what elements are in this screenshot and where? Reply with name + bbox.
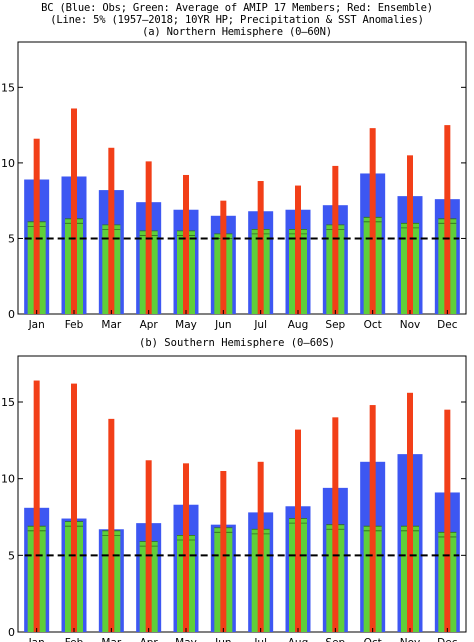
x-tick-label-b-Aug: Aug (288, 637, 309, 642)
ensemble-bar-a-Aug (295, 185, 301, 314)
figure-header-line1: BC (Blue: Obs; Green: Average of AMIP 17… (41, 2, 433, 14)
x-tick-label-b-Jul: Jul (253, 637, 267, 642)
x-tick-label-a-Apr: Apr (140, 319, 159, 331)
y-tick-label-a-10: 10 (1, 157, 15, 170)
ensemble-bar-b-Jun (220, 471, 227, 632)
ensemble-bar-b-Jul (257, 461, 264, 632)
x-tick-label-b-Oct: Oct (364, 637, 382, 642)
ensemble-bar-b-Aug (295, 429, 301, 632)
x-tick-label-a-Jan: Jan (28, 319, 45, 331)
ensemble-bar-a-Jan (33, 138, 40, 314)
y-tick-label-a-15: 15 (1, 81, 15, 94)
y-tick-label-b-10: 10 (1, 473, 15, 486)
x-tick-label-a-Mar: Mar (101, 319, 121, 331)
panel-b-title: (b) Southern Hemisphere (0–60S) (139, 337, 335, 349)
y-tick-label-b-15: 15 (1, 396, 15, 409)
ensemble-bar-a-Feb (71, 108, 77, 314)
x-tick-label-a-Jul: Jul (253, 319, 267, 331)
ensemble-bar-a-Jul (257, 181, 264, 314)
y-tick-label-b-5: 5 (8, 549, 15, 562)
ensemble-bar-b-May (183, 463, 189, 632)
x-tick-label-b-Dec: Dec (437, 637, 458, 642)
panel-a-title: (a) Northern Hemisphere (0–60N) (142, 26, 332, 38)
x-tick-label-b-Nov: Nov (400, 637, 421, 642)
x-tick-label-a-May: May (175, 319, 197, 331)
ensemble-bar-b-Mar (108, 418, 115, 632)
ensemble-bar-b-Dec (444, 409, 451, 632)
y-tick-label-b-0: 0 (8, 626, 15, 639)
x-tick-label-a-Aug: Aug (288, 319, 309, 331)
x-tick-label-a-Sep: Sep (325, 319, 345, 331)
ensemble-bar-a-Nov (407, 155, 413, 314)
y-tick-label-a-0: 0 (8, 308, 15, 321)
y-tick-label-a-5: 5 (8, 232, 15, 245)
ensemble-bar-b-Oct (369, 405, 376, 632)
x-tick-label-b-Feb: Feb (65, 637, 84, 642)
ensemble-bar-a-Sep (332, 165, 339, 314)
figure-header-line2: (Line: 5% (1957–2018; 10YR HP; Precipita… (50, 14, 424, 26)
ensemble-bar-a-Jun (220, 200, 227, 314)
ensemble-bar-b-Nov (407, 392, 413, 632)
ensemble-bar-b-Sep (332, 417, 339, 632)
x-tick-label-a-Feb: Feb (65, 319, 84, 331)
plot-frame-a (17, 41, 467, 315)
x-tick-label-b-Apr: Apr (140, 637, 159, 642)
plot-frame-b (17, 355, 467, 633)
ensemble-bar-a-Oct (369, 128, 376, 314)
x-tick-label-a-Jun: Jun (214, 319, 231, 331)
ensemble-bar-a-Dec (444, 125, 451, 314)
ensemble-bar-a-Mar (108, 147, 115, 314)
x-tick-label-b-Sep: Sep (325, 637, 345, 642)
ensemble-bar-b-Jan (33, 380, 40, 632)
ensemble-bar-a-May (183, 174, 189, 314)
ensemble-bar-b-Feb (71, 383, 77, 632)
x-tick-label-a-Dec: Dec (437, 319, 458, 331)
x-tick-label-a-Oct: Oct (364, 319, 382, 331)
x-tick-label-a-Nov: Nov (400, 319, 421, 331)
x-tick-label-b-May: May (175, 637, 197, 642)
ensemble-bar-b-Apr (145, 460, 152, 632)
x-tick-label-b-Jun: Jun (214, 637, 231, 642)
x-tick-label-b-Jan: Jan (28, 637, 45, 642)
x-tick-label-b-Mar: Mar (101, 637, 121, 642)
